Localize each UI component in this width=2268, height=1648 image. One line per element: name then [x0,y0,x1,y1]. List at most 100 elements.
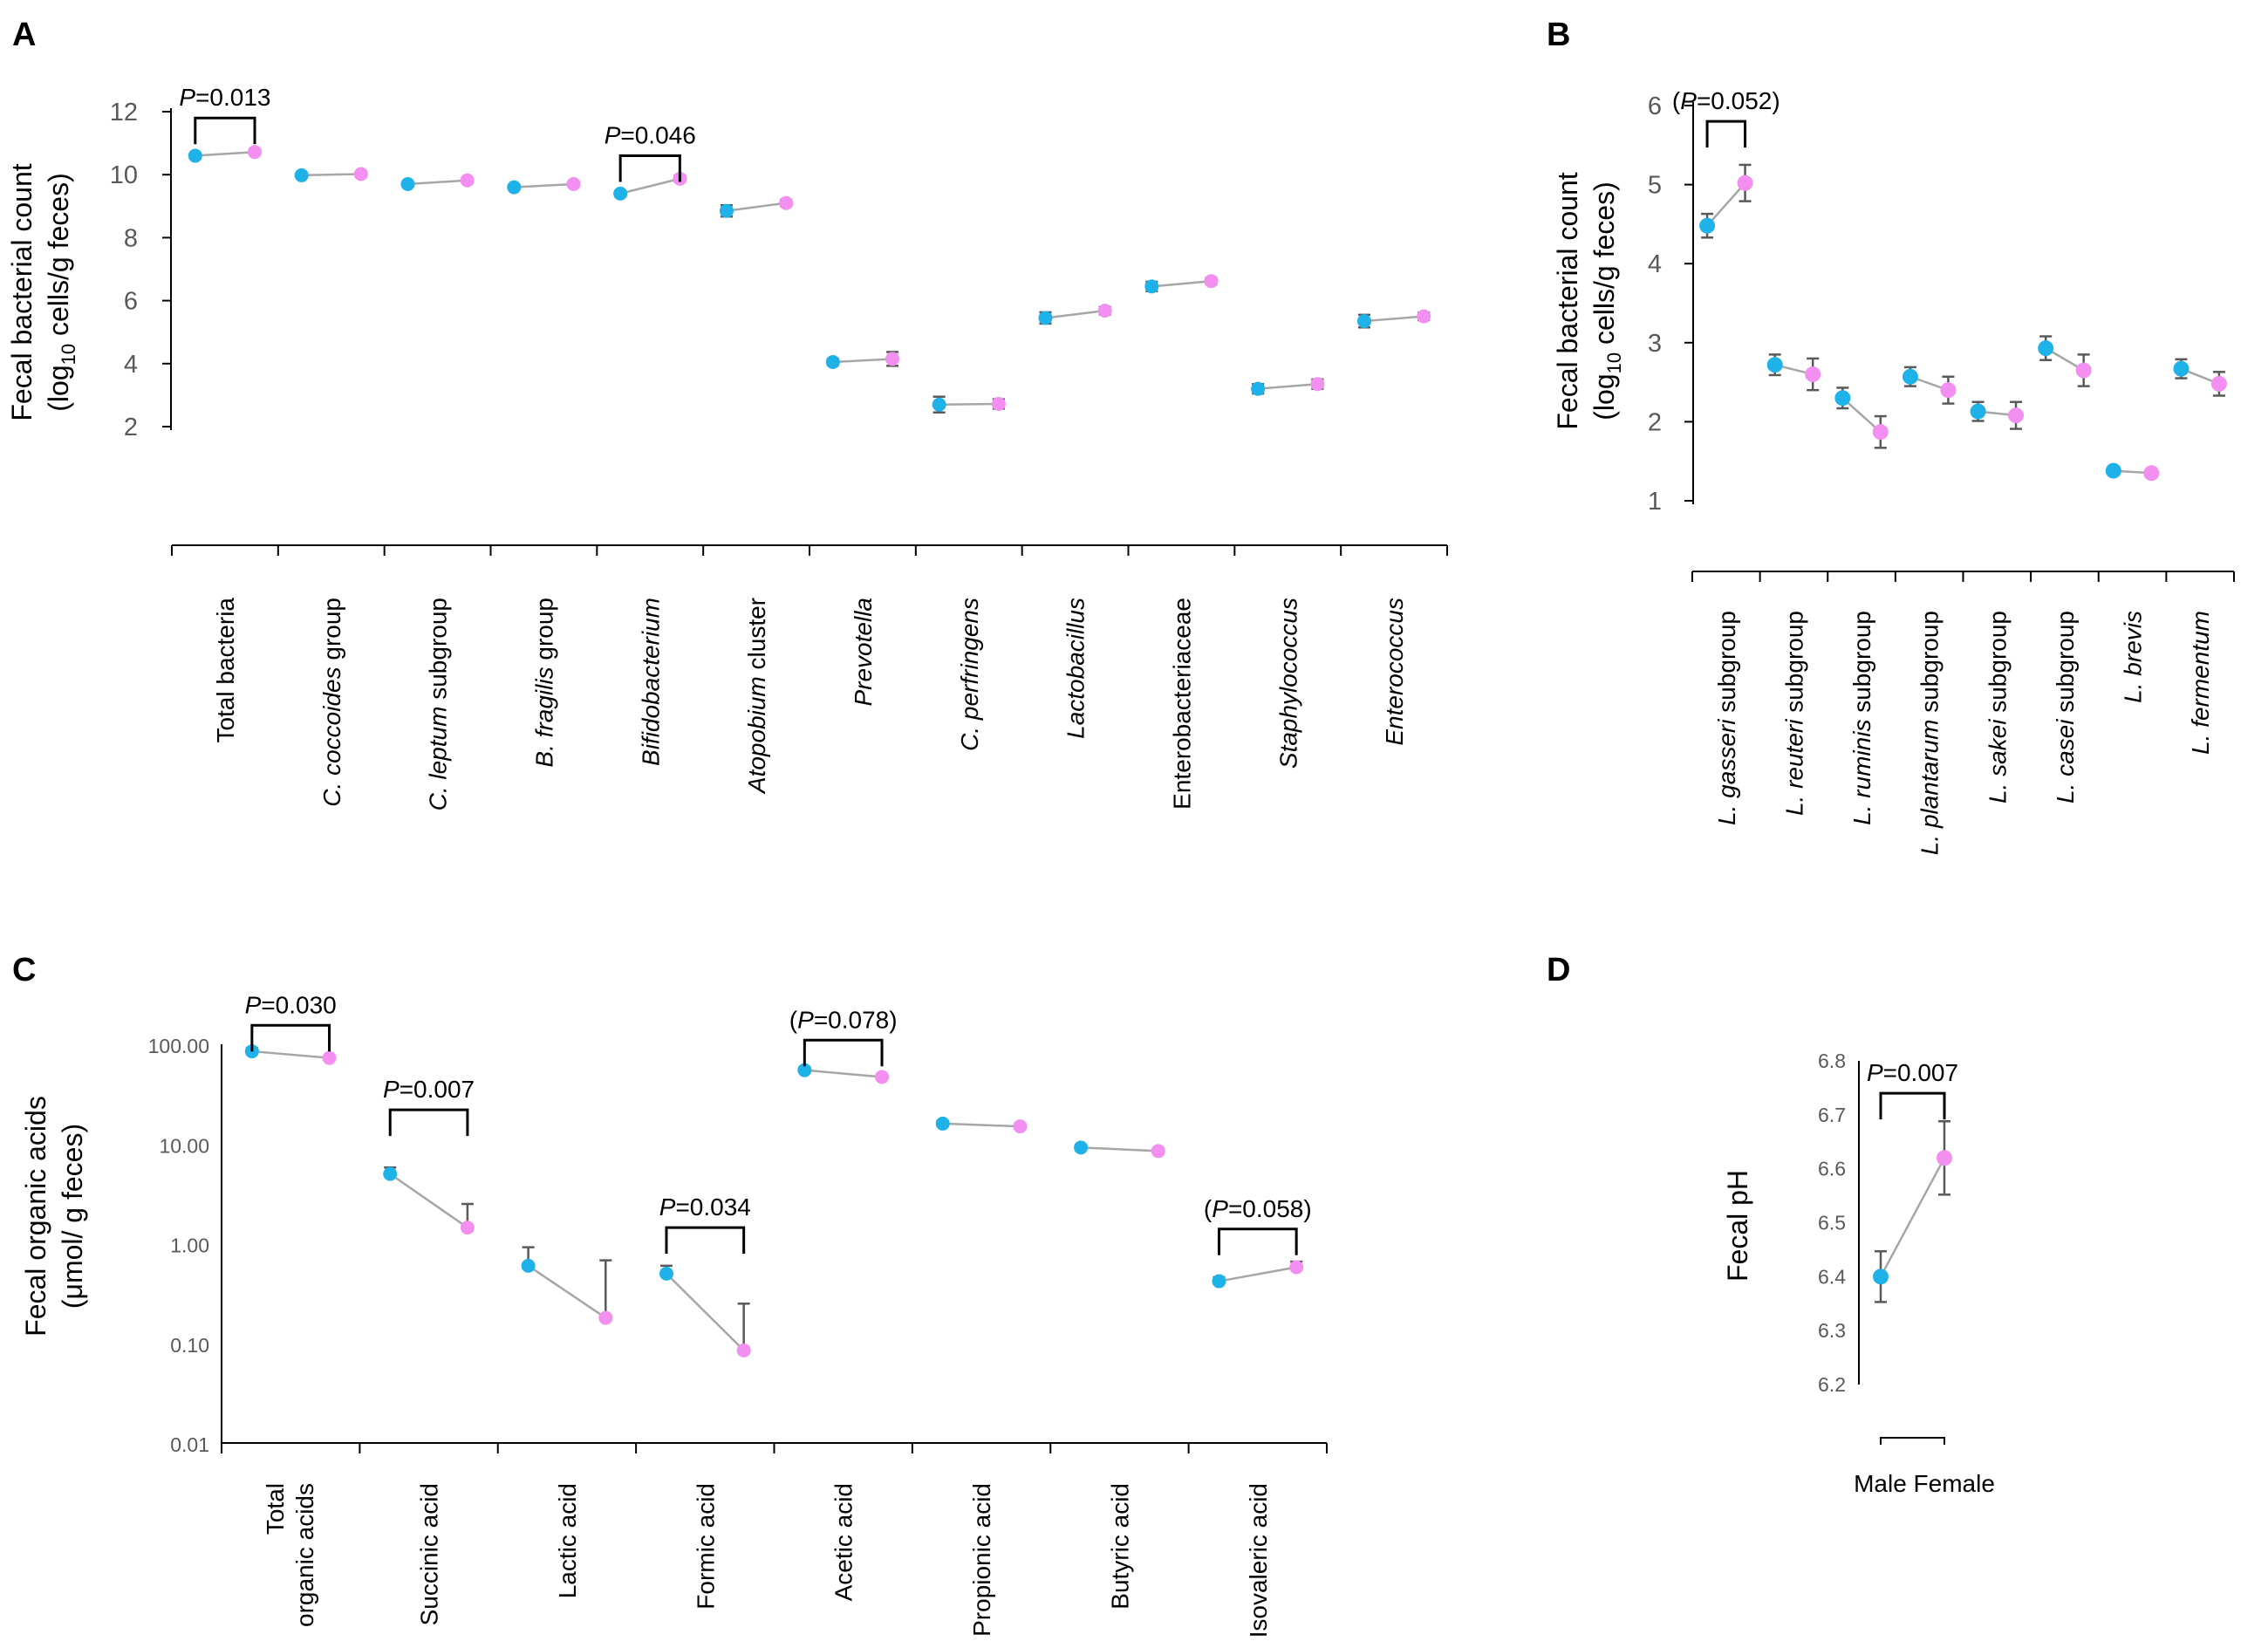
category-label: L. gasseri subgroup [1713,611,1740,825]
ylabel-c-line2: (μmol/ g feces) [57,1124,88,1309]
point-male [797,1063,812,1077]
point-male [1212,1274,1226,1289]
connector-line [942,1122,1021,1128]
point-male [1038,311,1053,325]
panel-b: 1 2 3 4 5 6 L. gasseri subgroup L. reuteri subg… [1648,87,2235,855]
connector-line [666,1273,745,1351]
significance-bracket [250,1023,331,1052]
point-male [659,1266,673,1281]
point-male [1251,381,1266,396]
y-tick-label: 1.00 [170,1234,209,1257]
point-male [400,177,415,192]
point-male [294,168,309,182]
point-female [736,1343,751,1357]
connector-line [251,1050,330,1059]
ylabel-b-line1: Fecal bacterial count [1552,172,1583,429]
point-female [322,1050,337,1065]
connector-line [1879,1157,1946,1277]
significance-bracket [803,1038,884,1067]
connector-line [389,1173,468,1229]
point-female [1737,174,1753,191]
category-label: Prevotella [850,598,877,707]
y-tick-label: 2 [1648,408,1662,436]
ylabel-b-line2: (log10 cells/g feces) [1588,181,1625,420]
panel-d: 6.2 6.3 6.4 6.5 6.6 6.7 6.8 P=0.007 [1818,1050,1958,1445]
y-tick-label: 0.01 [170,1433,209,1456]
connector-line [1706,181,1746,227]
category-label: Staphylococcus [1274,598,1301,769]
point-female [566,177,581,192]
point-female [1097,304,1112,318]
p-value-label: (P=0.052) [1672,87,1780,114]
significance-bracket [665,1226,746,1255]
category-label: L. casei subgroup [2052,611,2079,803]
category-label: L. plantarum subgroup [1916,611,1944,855]
point-male [1356,314,1371,329]
significance-bracket [1879,1091,1946,1120]
category-label: L. reuteri subgroup [1780,611,1807,816]
y-tick-label: 6.8 [1818,1050,1846,1072]
point-female [1289,1260,1304,1275]
y-tick-label: 6.6 [1818,1158,1846,1180]
category-label: Bifidobacterium [637,598,664,766]
panel-label-c: C [12,952,36,988]
point-male [2173,360,2189,377]
point-female [779,195,794,210]
y-tick-label: 1 [1648,488,1662,516]
point-male [935,1116,950,1131]
panel-a: 2 4 6 8 10 12 Total bacteria C. coccoides group… [110,84,1448,810]
category-label: Enterococcus [1381,598,1408,746]
point-male [1834,390,1851,407]
point-male [1699,217,1716,234]
p-value-label: P=0.034 [659,1193,751,1221]
category-label: L. ruminis subgroup [1848,611,1875,825]
point-female [1940,382,1957,399]
connector-line [804,1069,883,1078]
significance-bracket [1217,1227,1298,1255]
x-axis [1880,1437,1945,1445]
p-value-label: P=0.013 [179,84,270,111]
point-female [1310,377,1325,392]
point-female [2143,465,2160,482]
y-tick-label: 4 [1648,250,1662,278]
point-female [1872,424,1889,441]
connector-line [1151,279,1212,288]
connector-line [726,202,787,212]
ylabel-d: Fecal pH [1722,1170,1753,1282]
point-male [1970,403,1986,420]
y-tick-label: 0.10 [170,1334,209,1357]
significance-bracket [618,154,681,182]
point-male [1873,1268,1889,1285]
category-label: Butyric acid [1106,1483,1133,1610]
point-female [1805,366,1821,383]
category-label: Acetic acid [830,1483,857,1601]
p-value-label: P=0.007 [1867,1059,1958,1086]
connector-line [527,1264,606,1319]
connector-line [1258,383,1318,390]
y-tick-label: 10 [110,161,138,189]
point-female [248,145,263,160]
point-female [460,1221,475,1235]
connector-line [1841,397,1882,434]
point-male [1074,1140,1089,1155]
category-label: L. fermentum [2187,611,2214,755]
point-male [2105,462,2121,479]
category-label: Propionic acid [968,1483,995,1637]
xlabel-d: Male Female [1854,1470,1995,1497]
y-tick-label: 6 [124,288,138,316]
point-male [719,203,734,218]
point-female [2210,375,2227,392]
y-tick-label: 2 [124,414,138,441]
category-label: Lactobacillus [1062,598,1090,739]
connector-line [619,177,680,195]
y-tick-label: 8 [124,224,138,252]
point-male [932,397,946,412]
point-female [1013,1119,1028,1134]
p-value-label: P=0.007 [383,1076,475,1103]
ylabel-c-line1: Fecal organic acids [20,1096,51,1337]
connector-line [1045,309,1105,319]
point-male [2038,340,2054,357]
y-tick-label: 5 [1648,172,1662,200]
point-female [598,1310,613,1325]
p-value-label: (P=0.058) [1204,1195,1312,1222]
